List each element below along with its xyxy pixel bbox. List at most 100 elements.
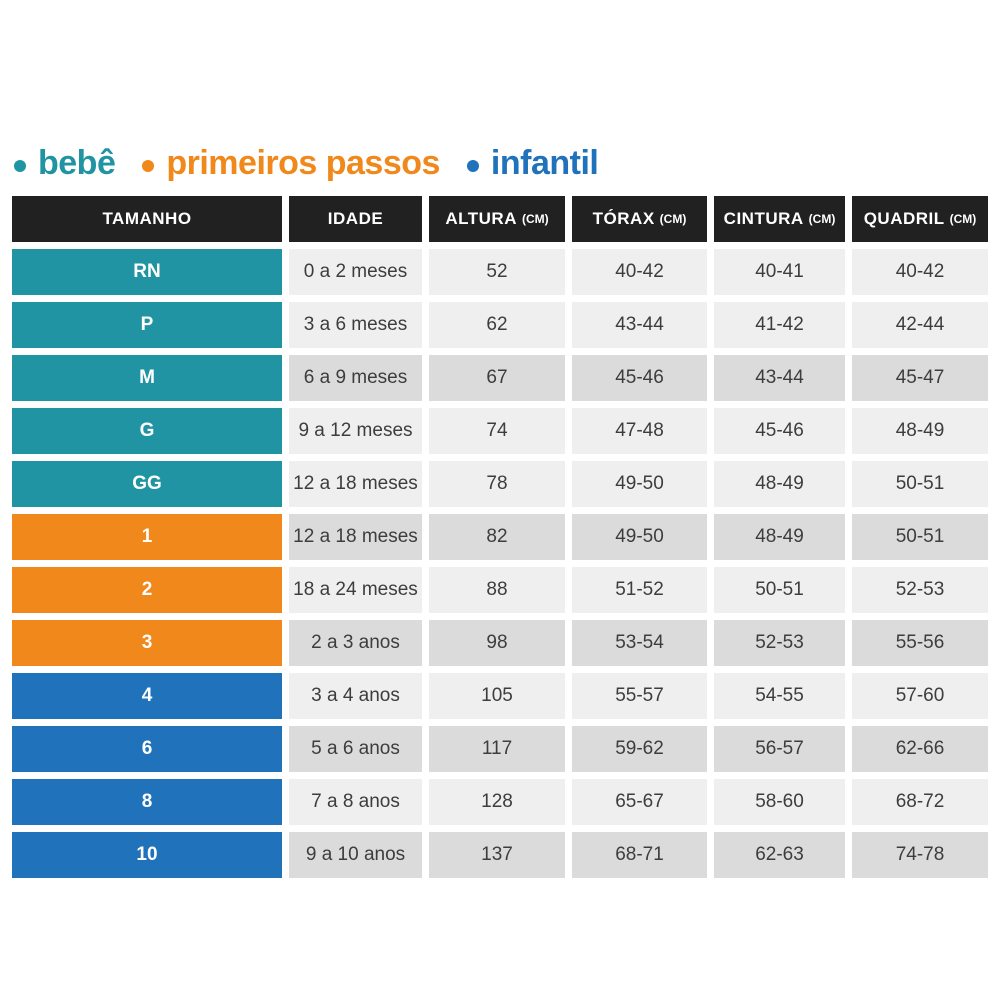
column-header-tamanho: TAMANHO <box>12 196 282 242</box>
torax-cell: 68-71 <box>572 832 707 878</box>
cintura-cell: 43-44 <box>714 355 845 401</box>
cintura-cell: 58-60 <box>714 779 845 825</box>
torax-cell: 53-54 <box>572 620 707 666</box>
legend-item-infantil: infantil <box>466 144 599 183</box>
column-header-label: TAMANHO <box>102 209 192 228</box>
idade-cell: 12 a 18 meses <box>289 514 422 560</box>
quadril-cell: 45-47 <box>852 355 988 401</box>
legend-item-bebe: bebê <box>14 144 116 183</box>
torax-cell: 65-67 <box>572 779 707 825</box>
altura-cell: 105 <box>429 673 565 719</box>
torax-cell: 49-50 <box>572 514 707 560</box>
cintura-cell: 52-53 <box>714 620 845 666</box>
legend-item-primeiros-passos: primeiros passos <box>142 144 440 183</box>
torax-cell: 47-48 <box>572 408 707 454</box>
altura-cell: 52 <box>429 249 565 295</box>
quadril-cell: 40-42 <box>852 249 988 295</box>
column-header-label: CINTURA <box>723 209 804 228</box>
altura-cell: 78 <box>429 461 565 507</box>
bullet-icon <box>142 159 155 172</box>
quadril-cell: 42-44 <box>852 302 988 348</box>
cintura-cell: 48-49 <box>714 461 845 507</box>
cintura-cell: 40-41 <box>714 249 845 295</box>
idade-cell: 5 a 6 anos <box>289 726 422 772</box>
idade-cell: 2 a 3 anos <box>289 620 422 666</box>
torax-cell: 51-52 <box>572 567 707 613</box>
quadril-cell: 68-72 <box>852 779 988 825</box>
idade-cell: 6 a 9 meses <box>289 355 422 401</box>
quadril-cell: 50-51 <box>852 461 988 507</box>
idade-cell: 18 a 24 meses <box>289 567 422 613</box>
idade-cell: 9 a 12 meses <box>289 408 422 454</box>
quadril-cell: 50-51 <box>852 514 988 560</box>
size-cell-8: 8 <box>12 779 282 825</box>
quadril-cell: 55-56 <box>852 620 988 666</box>
size-cell-10: 10 <box>12 832 282 878</box>
altura-cell: 117 <box>429 726 565 772</box>
quadril-cell: 57-60 <box>852 673 988 719</box>
quadril-cell: 48-49 <box>852 408 988 454</box>
column-header-cintura: CINTURA (CM) <box>714 196 845 242</box>
altura-cell: 98 <box>429 620 565 666</box>
size-table: TAMANHO IDADE ALTURA (CM) TÓRAX (CM) CIN… <box>12 196 988 878</box>
torax-cell: 55-57 <box>572 673 707 719</box>
column-header-label: ALTURA <box>445 209 517 228</box>
idade-cell: 12 a 18 meses <box>289 461 422 507</box>
column-header-label: TÓRAX <box>592 209 655 228</box>
column-header-unit: (CM) <box>808 212 836 226</box>
torax-cell: 59-62 <box>572 726 707 772</box>
idade-cell: 3 a 6 meses <box>289 302 422 348</box>
size-cell-gg: GG <box>12 461 282 507</box>
torax-cell: 45-46 <box>572 355 707 401</box>
column-header-unit: (CM) <box>949 212 977 226</box>
size-group-legend: bebê primeiros passos infantil <box>14 144 599 183</box>
column-header-unit: (CM) <box>521 212 549 226</box>
cintura-cell: 41-42 <box>714 302 845 348</box>
size-cell-2: 2 <box>12 567 282 613</box>
size-cell-g: G <box>12 408 282 454</box>
altura-cell: 67 <box>429 355 565 401</box>
size-cell-p: P <box>12 302 282 348</box>
size-cell-6: 6 <box>12 726 282 772</box>
torax-cell: 40-42 <box>572 249 707 295</box>
size-cell-4: 4 <box>12 673 282 719</box>
altura-cell: 62 <box>429 302 565 348</box>
column-header-torax: TÓRAX (CM) <box>572 196 707 242</box>
torax-cell: 43-44 <box>572 302 707 348</box>
cintura-cell: 62-63 <box>714 832 845 878</box>
cintura-cell: 56-57 <box>714 726 845 772</box>
altura-cell: 88 <box>429 567 565 613</box>
idade-cell: 3 a 4 anos <box>289 673 422 719</box>
size-cell-m: M <box>12 355 282 401</box>
quadril-cell: 52-53 <box>852 567 988 613</box>
column-header-label: QUADRIL <box>863 209 945 228</box>
altura-cell: 137 <box>429 832 565 878</box>
column-header-altura: ALTURA (CM) <box>429 196 565 242</box>
column-header-unit: (CM) <box>659 212 687 226</box>
idade-cell: 9 a 10 anos <box>289 832 422 878</box>
cintura-cell: 50-51 <box>714 567 845 613</box>
size-cell-1: 1 <box>12 514 282 560</box>
cintura-cell: 54-55 <box>714 673 845 719</box>
column-header-idade: IDADE <box>289 196 422 242</box>
size-cell-rn: RN <box>12 249 282 295</box>
column-header-label: IDADE <box>327 209 384 228</box>
column-header-quadril: QUADRIL (CM) <box>852 196 988 242</box>
bullet-icon <box>466 159 479 172</box>
legend-label-infantil: infantil <box>490 144 599 182</box>
cintura-cell: 45-46 <box>714 408 845 454</box>
quadril-cell: 62-66 <box>852 726 988 772</box>
size-cell-3: 3 <box>12 620 282 666</box>
cintura-cell: 48-49 <box>714 514 845 560</box>
torax-cell: 49-50 <box>572 461 707 507</box>
idade-cell: 0 a 2 meses <box>289 249 422 295</box>
altura-cell: 128 <box>429 779 565 825</box>
legend-label-bebe: bebê <box>38 144 116 182</box>
altura-cell: 82 <box>429 514 565 560</box>
bullet-icon <box>14 159 26 172</box>
quadril-cell: 74-78 <box>852 832 988 878</box>
legend-label-primeiros-passos: primeiros passos <box>166 144 440 182</box>
idade-cell: 7 a 8 anos <box>289 779 422 825</box>
altura-cell: 74 <box>429 408 565 454</box>
